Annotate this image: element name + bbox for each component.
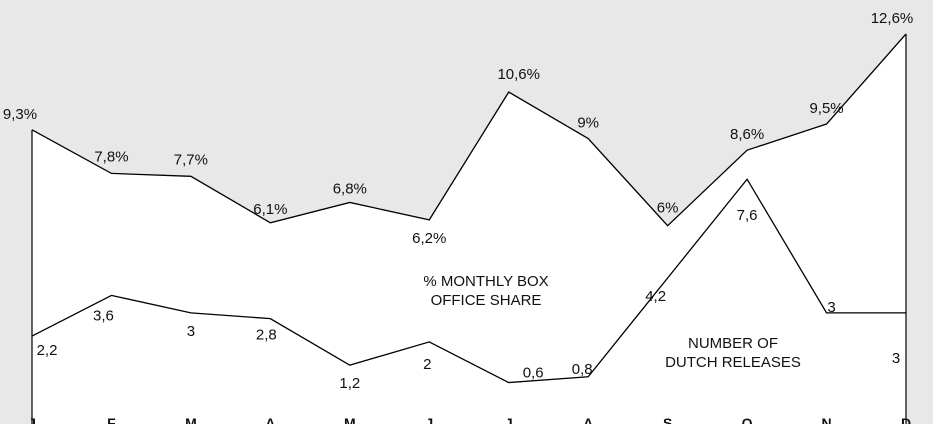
x-tick-label: A [583, 415, 593, 424]
data-label: 8,6% [730, 126, 764, 143]
x-tick-label: F [107, 415, 116, 424]
x-tick-label: O [742, 415, 753, 424]
x-tick-label: J [505, 415, 513, 424]
data-label: 3 [187, 323, 195, 340]
x-tick-label: J [28, 415, 36, 424]
annotation: OFFICE SHARE [431, 292, 542, 309]
x-tick-label: N [821, 415, 831, 424]
data-label: 1,2 [339, 375, 360, 392]
data-label: 7,7% [174, 151, 208, 168]
data-label: 6% [657, 200, 679, 217]
data-label: 3 [827, 299, 835, 316]
data-label: 7,8% [94, 148, 128, 165]
data-label: 4,2 [645, 288, 666, 305]
annotation: NUMBER OF [688, 335, 778, 352]
data-label: 9,5% [809, 100, 843, 117]
data-label: 6,1% [253, 201, 287, 218]
line [31, 33, 907, 227]
data-label: 9% [577, 115, 599, 132]
x-tick-label: D [901, 415, 911, 424]
area [32, 33, 906, 424]
data-label: 12,6% [871, 10, 914, 27]
data-label: 6,2% [412, 230, 446, 247]
data-label: 2,8 [256, 327, 277, 344]
x-tick-label: S [663, 415, 672, 424]
data-label: 3,6 [93, 307, 114, 324]
data-label: 7,6 [737, 207, 758, 224]
data-label: 0,6 [523, 365, 544, 382]
data-label: 0,8 [572, 361, 593, 378]
x-tick-label: A [265, 415, 275, 424]
x-tick-label: M [185, 415, 197, 424]
data-label: 2 [423, 356, 431, 373]
x-tick-label: J [425, 415, 433, 424]
data-label: 2,2 [37, 342, 58, 359]
data-label: 9,3% [3, 106, 37, 123]
data-label: 6,8% [333, 180, 367, 197]
annotation: DUTCH RELEASES [665, 354, 801, 371]
line [31, 178, 906, 384]
data-label: 3 [892, 350, 900, 367]
annotation: % MONTHLY BOX [423, 273, 548, 290]
x-tick-label: M [344, 415, 356, 424]
data-label: 10,6% [497, 66, 540, 83]
